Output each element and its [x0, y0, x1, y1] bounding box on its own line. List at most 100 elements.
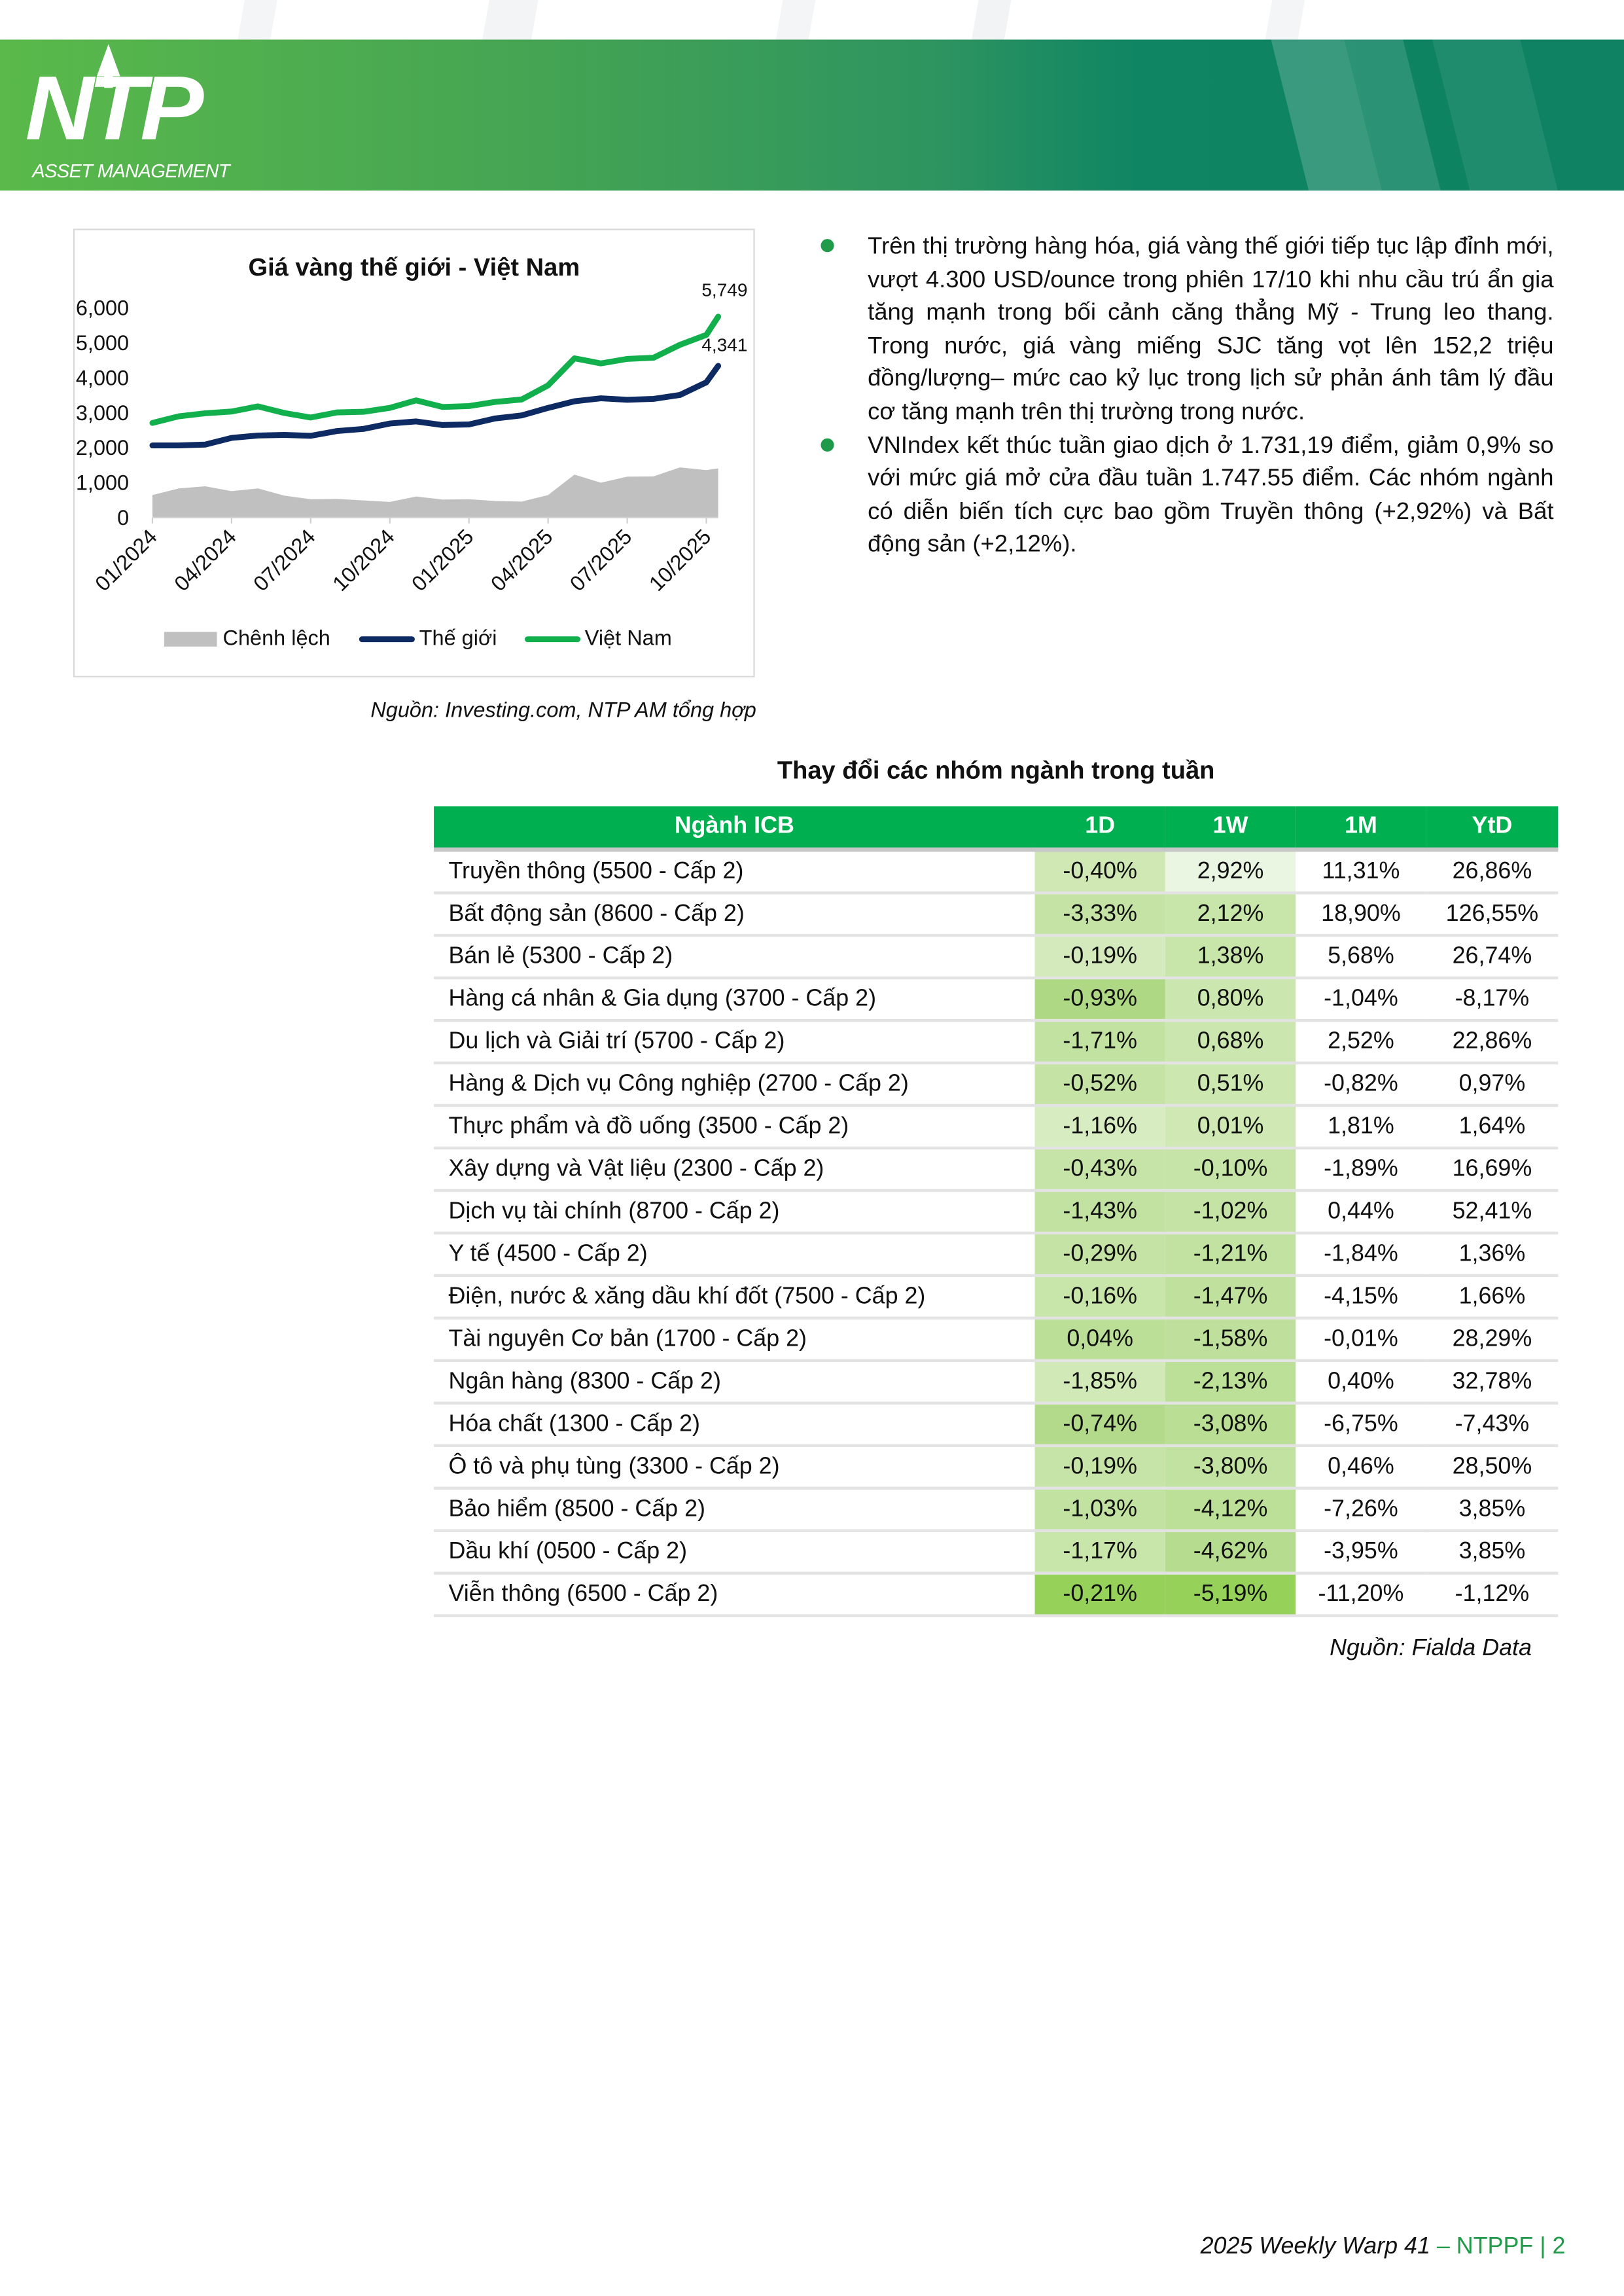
change-1d: -1,17% [1034, 1530, 1165, 1575]
area-difference [152, 467, 718, 518]
change-1w: -3,08% [1165, 1403, 1296, 1447]
sector-name: Dịch vụ tài chính (8700 - Cấp 2) [434, 1190, 1035, 1235]
sector-name: Du lịch và Giải trí (5700 - Cấp 2) [434, 1020, 1035, 1065]
table-row: Dịch vụ tài chính (8700 - Cấp 2) -1,43% -1… [434, 1190, 1559, 1235]
header-top-decoration [0, 0, 1624, 40]
arrow-up-icon [96, 44, 120, 88]
y-tick-label: 5,000 [76, 331, 129, 355]
table-source: Nguồn: Fialda Data [1330, 1636, 1532, 1662]
change-1d: -0,19% [1034, 935, 1165, 980]
change-1m: -1,04% [1296, 978, 1426, 1022]
change-1w: -0,10% [1165, 1147, 1296, 1193]
change-1m: 5,68% [1296, 935, 1426, 980]
change-1w: -3,80% [1165, 1445, 1296, 1490]
change-1d: -0,52% [1034, 1063, 1165, 1107]
table-row: Viễn thông (6500 - Cấp 2) -0,21% -5,19% -11… [434, 1573, 1559, 1617]
change-1w: -4,12% [1165, 1488, 1296, 1532]
change-1w: -1,47% [1165, 1275, 1296, 1320]
y-tick-label: 0 [117, 506, 129, 529]
legend-label: Chênh lệch [222, 627, 330, 651]
change-1m: -4,15% [1296, 1275, 1426, 1320]
y-tick-label: 4,000 [76, 366, 129, 389]
footer-page-number: – NTPPF | 2 [1430, 2234, 1566, 2259]
change-ytd: 16,69% [1426, 1147, 1559, 1193]
sector-name: Tài nguyên Cơ bản (1700 - Cấp 2) [434, 1318, 1035, 1363]
table-row: Truyền thông (5500 - Cấp 2) -0,40% 2,92% 11… [434, 850, 1559, 895]
page-footer: 2025 Weekly Warp 41 – NTPPF | 2 [879, 2233, 1566, 2263]
change-ytd: 52,41% [1426, 1190, 1559, 1235]
change-1d: -1,71% [1034, 1020, 1165, 1065]
header-banner [0, 39, 1624, 191]
change-ytd: 28,50% [1426, 1445, 1559, 1490]
change-ytd: 3,85% [1426, 1488, 1559, 1532]
sector-name: Y tế (4500 - Cấp 2) [434, 1232, 1035, 1278]
logo-subtext: ASSET MANAGEMENT [32, 160, 230, 182]
sector-name: Xây dựng và Vật liệu (2300 - Cấp 2) [434, 1147, 1035, 1193]
change-1d: -3,33% [1034, 893, 1165, 937]
bullet-item: VNIndex kết thúc tuần giao dịch ở 1.731,… [821, 429, 1554, 561]
change-1w: -4,62% [1165, 1530, 1296, 1575]
chart-title: Giá vàng thế giới - Việt Nam [248, 253, 580, 282]
change-1m: -7,26% [1296, 1488, 1426, 1532]
table-row: Ô tô và phụ tùng (3300 - Cấp 2) -0,19% -3,… [434, 1445, 1559, 1490]
sector-name: Bán lẻ (5300 - Cấp 2) [434, 935, 1035, 980]
logo-text: NTP [25, 58, 204, 160]
table-row: Bảo hiểm (8500 - Cấp 2) -1,03% -4,12% -7,26… [434, 1488, 1559, 1532]
change-ytd: -1,12% [1426, 1573, 1559, 1617]
change-1d: 0,04% [1034, 1318, 1165, 1363]
change-1w: -2,13% [1165, 1360, 1296, 1405]
change-1w: 2,92% [1165, 850, 1296, 895]
table-row: Thực phẩm và đồ uống (3500 - Cấp 2) -1,16… [434, 1105, 1559, 1150]
table-row: Hàng cá nhân & Gia dụng (3700 - Cấp 2) -0… [434, 978, 1559, 1022]
change-ytd: 32,78% [1426, 1360, 1559, 1405]
change-1m: -1,84% [1296, 1232, 1426, 1278]
table-row: Tài nguyên Cơ bản (1700 - Cấp 2) 0,04% -1,… [434, 1318, 1559, 1363]
table-row: Ngân hàng (8300 - Cấp 2) -1,85% -2,13% 0,40… [434, 1360, 1559, 1405]
sector-name: Viễn thông (6500 - Cấp 2) [434, 1573, 1035, 1617]
change-1m: -6,75% [1296, 1403, 1426, 1447]
change-1d: -0,29% [1034, 1232, 1165, 1278]
change-1m: -0,82% [1296, 1063, 1426, 1107]
sector-name: Hàng cá nhân & Gia dụng (3700 - Cấp 2) [434, 978, 1035, 1022]
change-1m: -11,20% [1296, 1573, 1426, 1617]
legend-item-world: Thế giới [359, 626, 497, 653]
bullet-item: Trên thị trường hàng hóa, giá vàng thế g… [821, 230, 1554, 429]
table-row: Bất động sản (8600 - Cấp 2) -3,33% 2,12% 18… [434, 893, 1559, 937]
sector-name: Thực phẩm và đồ uống (3500 - Cấp 2) [434, 1105, 1035, 1150]
change-1m: 0,46% [1296, 1445, 1426, 1490]
legend-item-vietnam: Việt Nam [524, 626, 672, 653]
x-tick-label: 01/2025 [407, 525, 478, 596]
change-ytd: 0,97% [1426, 1063, 1559, 1107]
change-1w: -1,58% [1165, 1318, 1296, 1363]
change-ytd: -7,43% [1426, 1403, 1559, 1447]
change-1d: -1,85% [1034, 1360, 1165, 1405]
sector-name: Dầu khí (0500 - Cấp 2) [434, 1530, 1035, 1575]
change-1d: -0,16% [1034, 1275, 1165, 1320]
change-1m: -1,89% [1296, 1147, 1426, 1193]
change-ytd: 22,86% [1426, 1020, 1559, 1065]
change-1m: 2,52% [1296, 1020, 1426, 1065]
table-row: Bán lẻ (5300 - Cấp 2) -0,19% 1,38% 5,68% 26,… [434, 935, 1559, 980]
bullet-icon [821, 437, 834, 451]
column-header-sector: Ngành ICB [434, 806, 1035, 852]
change-1m: 18,90% [1296, 893, 1426, 937]
ntp-logo: NTP ASSET MANAGEMENT [25, 44, 242, 185]
table-title: Thay đổi các nhóm ngành trong tuần [777, 756, 1215, 785]
change-1d: -0,74% [1034, 1403, 1165, 1447]
change-1m: 0,44% [1296, 1190, 1426, 1235]
bullet-text: VNIndex kết thúc tuần giao dịch ở 1.731,… [868, 431, 1554, 558]
change-1d: -0,40% [1034, 850, 1165, 895]
table-row: Dầu khí (0500 - Cấp 2) -1,17% -4,62% -3,95%… [434, 1530, 1559, 1575]
sector-name: Bảo hiểm (8500 - Cấp 2) [434, 1488, 1035, 1532]
change-ytd: 126,55% [1426, 893, 1559, 937]
change-1m: 0,40% [1296, 1360, 1426, 1405]
change-1w: 0,51% [1165, 1063, 1296, 1107]
change-1d: -0,93% [1034, 978, 1165, 1022]
change-ytd: 28,29% [1426, 1318, 1559, 1363]
data-label-world: 4,341 [701, 335, 747, 355]
change-1w: 0,80% [1165, 978, 1296, 1022]
table-row: Xây dựng và Vật liệu (2300 - Cấp 2) -0,43… [434, 1147, 1559, 1193]
table-row: Y tế (4500 - Cấp 2) -0,29% -1,21% -1,84% 1,3… [434, 1232, 1559, 1278]
change-1m: -3,95% [1296, 1530, 1426, 1575]
legend-swatch-world [359, 636, 415, 643]
